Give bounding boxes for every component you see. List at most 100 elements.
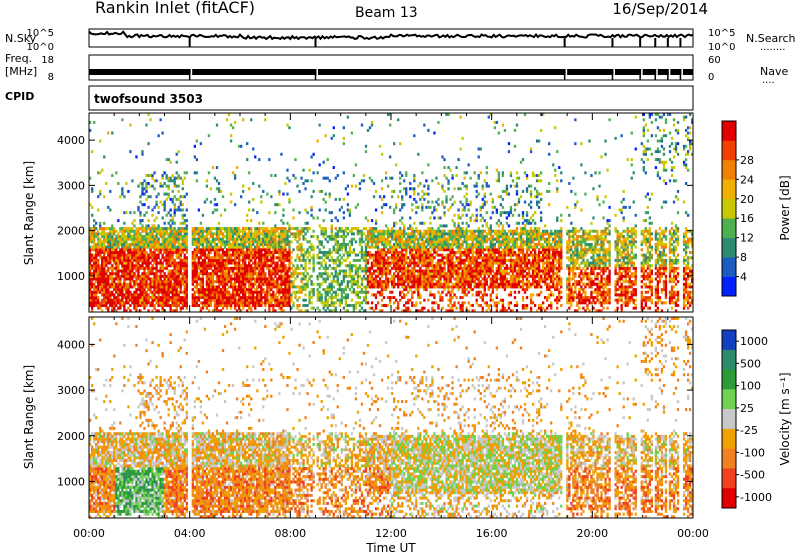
heatmap-cell — [173, 229, 176, 233]
heatmap-cell — [107, 205, 110, 209]
heatmap-cell — [340, 298, 343, 302]
heatmap-cell — [262, 266, 265, 270]
heatmap-cell — [137, 248, 140, 252]
heatmap-cell — [439, 280, 442, 284]
heatmap-cell — [368, 266, 372, 270]
heatmap-cell — [282, 298, 285, 302]
heatmap-cell — [244, 290, 247, 294]
heatmap-cell — [171, 221, 174, 225]
heatmap-cell — [326, 176, 329, 180]
heatmap-cell — [453, 221, 456, 225]
heatmap-cell — [133, 293, 136, 297]
heatmap-cell — [185, 229, 188, 233]
heatmap-cell — [374, 293, 378, 297]
heatmap-cell — [121, 296, 124, 300]
heatmap-cell — [117, 293, 120, 297]
heatmap-cell — [342, 306, 345, 310]
heatmap-cell — [231, 285, 235, 289]
heatmap-cell — [161, 235, 164, 238]
heatmap-cell — [93, 232, 96, 236]
heatmap-cell — [276, 235, 279, 238]
heatmap-cell — [302, 235, 305, 238]
heatmap-cell — [288, 266, 291, 270]
heatmap-cell — [163, 256, 166, 260]
heatmap-cell — [165, 280, 168, 284]
heatmap-cell — [161, 229, 164, 233]
heatmap-cell — [213, 285, 217, 289]
heatmap-cell — [382, 296, 386, 300]
heatmap-cell — [256, 243, 259, 246]
heatmap-cell — [310, 274, 313, 278]
heatmap-cell — [185, 250, 188, 254]
heatmap-cell — [191, 256, 194, 260]
heatmap-cell — [131, 221, 134, 225]
heatmap-cell — [308, 277, 311, 281]
heatmap-cell — [304, 274, 307, 278]
heatmap-cell — [256, 250, 259, 254]
heatmap-cell — [125, 272, 128, 276]
heatmap-cell — [209, 285, 213, 289]
heatmap-cell — [334, 272, 337, 276]
heatmap-cell — [163, 237, 166, 241]
heatmap-cell — [352, 309, 356, 313]
heatmap-cell — [316, 282, 319, 286]
heatmap-cell — [147, 296, 150, 300]
heatmap-cell — [211, 248, 215, 252]
heatmap-cell — [231, 266, 235, 270]
heatmap-cell — [427, 205, 430, 209]
heatmap-cell — [258, 243, 261, 246]
heatmap-cell — [449, 309, 452, 313]
heatmap-cell — [227, 250, 231, 254]
heatmap-cell — [141, 219, 144, 223]
heatmap-cell — [129, 227, 132, 231]
heatmap-cell — [284, 277, 287, 281]
heatmap-cell — [167, 280, 170, 284]
heatmap-cell — [179, 277, 182, 281]
heatmap-cell — [119, 293, 122, 297]
heatmap-cell — [173, 301, 176, 305]
heatmap-cell — [384, 171, 388, 175]
heatmap-cell — [171, 256, 174, 260]
heatmap-cell — [191, 258, 194, 262]
heatmap-cell — [143, 274, 146, 278]
heatmap-cell — [95, 248, 98, 252]
heatmap-cell — [354, 264, 358, 268]
heatmap-cell — [221, 250, 225, 254]
heatmap-cell — [451, 240, 454, 244]
heatmap-cell — [395, 282, 398, 286]
heatmap-cell — [235, 298, 239, 302]
heatmap-cell — [149, 227, 152, 231]
heatmap-cell — [250, 298, 253, 302]
heatmap-cell — [298, 272, 301, 276]
heatmap-cell — [384, 277, 388, 281]
heatmap-cell — [141, 237, 144, 241]
heatmap-cell — [131, 258, 134, 262]
heatmap-cell — [276, 282, 279, 286]
heatmap-cell — [252, 277, 255, 281]
heatmap-cell — [403, 309, 406, 313]
heatmap-cell — [395, 240, 398, 244]
heatmap-cell — [227, 280, 231, 284]
heatmap-cell — [457, 301, 460, 305]
heatmap-cell — [237, 144, 241, 148]
heatmap-cell — [393, 282, 396, 286]
heatmap-cell — [97, 298, 100, 302]
heatmap-cell — [354, 280, 358, 284]
heatmap-cell — [427, 285, 430, 289]
heatmap-cell — [231, 171, 235, 175]
heatmap-cell — [324, 288, 327, 292]
heatmap-cell — [429, 258, 432, 262]
heatmap-cell — [129, 250, 132, 254]
heatmap-cell — [93, 298, 96, 302]
heatmap-cell — [193, 243, 196, 246]
heatmap-cell — [266, 235, 269, 238]
heatmap-cell — [141, 250, 144, 254]
heatmap-cell — [429, 227, 432, 231]
heatmap-cell — [129, 235, 132, 238]
heatmap-cell — [380, 240, 384, 244]
heatmap-cell — [262, 243, 265, 246]
heatmap-cell — [250, 282, 253, 286]
heatmap-cell — [89, 120, 92, 124]
heatmap-cell — [435, 200, 438, 204]
heatmap-cell — [445, 237, 448, 241]
